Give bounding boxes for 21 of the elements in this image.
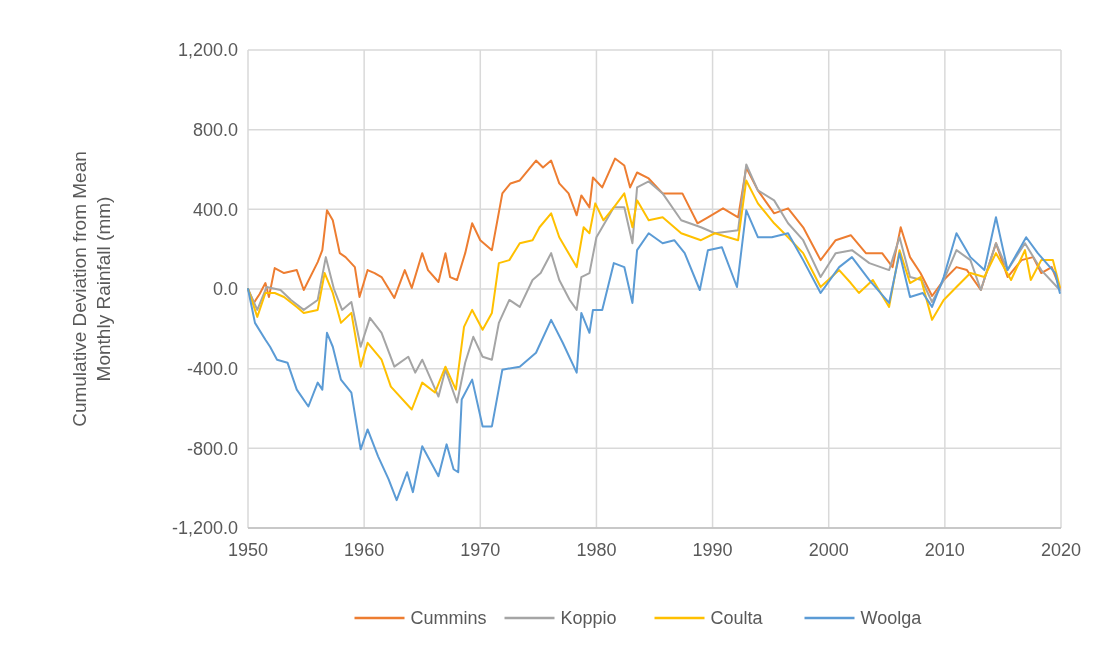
x-tick-label: 1970: [460, 540, 501, 560]
y-axis-title: Cumulative Deviation from Mean Monthly Rainfall (mm): [69, 151, 114, 427]
x-tick-label: 1990: [692, 540, 733, 560]
line-series: [247, 209, 1061, 502]
legend-label: Woolga: [860, 608, 923, 629]
x-tick-label: 2020: [1040, 540, 1082, 560]
legend-label: Coulta: [710, 608, 764, 629]
x-tick-label: 1980: [576, 540, 617, 560]
legend-label: Koppio: [560, 608, 617, 629]
y-tick-label: -400.0: [186, 358, 238, 379]
y-tick-label: -1,200.0: [171, 518, 238, 539]
legend-label: Cummins: [410, 608, 487, 629]
y-tick-label: 400.0: [192, 199, 238, 220]
y-tick-label: -800.0: [186, 438, 238, 459]
x-tick-label: 1950: [227, 540, 269, 560]
x-tick-label: 1960: [344, 540, 385, 560]
y-tick-label: 0.0: [212, 279, 238, 300]
y-tick-label: 1,200.0: [177, 40, 238, 61]
x-tick-label: 2000: [808, 540, 849, 560]
x-tick-label: 2010: [924, 540, 965, 560]
y-tick-label: 800.0: [192, 119, 238, 140]
